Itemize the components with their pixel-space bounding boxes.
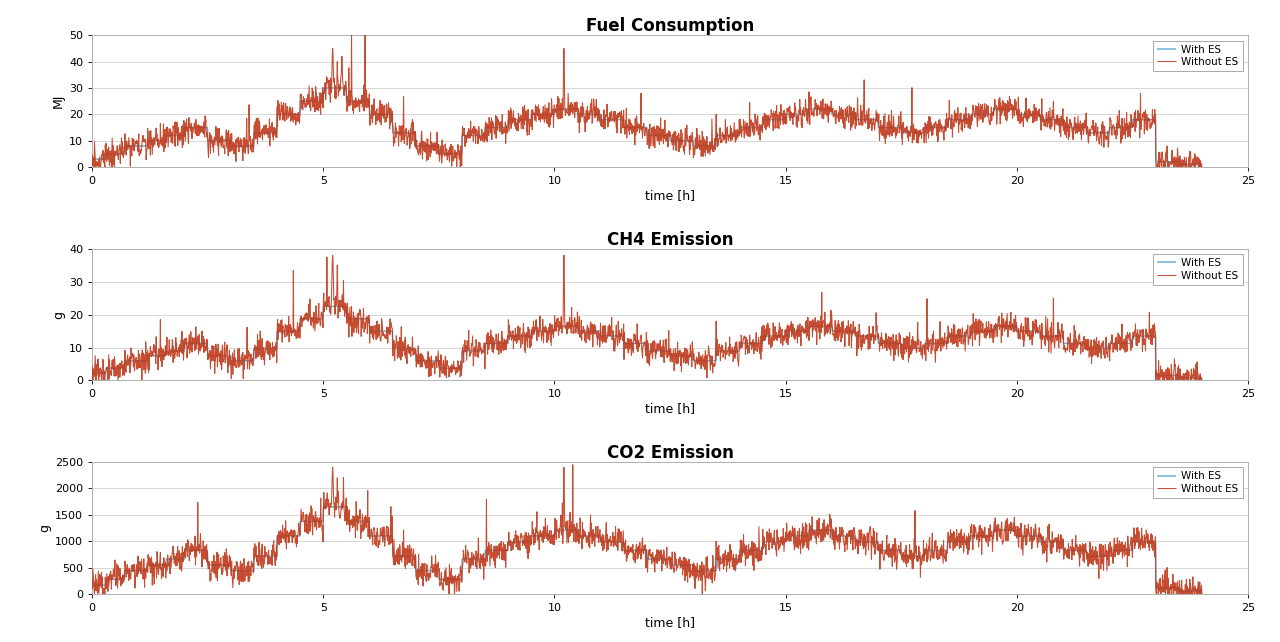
Without ES (860, 530, 876, 537)
X-axis label: time [h]: time [h] (645, 403, 695, 415)
With ES (316, 302, 332, 310)
Without ES (84, 577, 100, 585)
With ES (859, 116, 874, 123)
Without ES (84, 151, 100, 159)
With ES (1194, 163, 1210, 171)
With ES (859, 332, 874, 340)
Without ES (859, 107, 874, 114)
Without ES (87, 590, 102, 598)
With ES (918, 124, 933, 132)
With ES (1194, 377, 1210, 385)
With ES (84, 369, 100, 377)
With ES (918, 340, 933, 347)
With ES (316, 503, 332, 511)
Without ES (1194, 590, 1210, 598)
X-axis label: time [h]: time [h] (645, 616, 695, 629)
Without ES (1194, 160, 1210, 168)
Y-axis label: g: g (38, 524, 51, 532)
Y-axis label: g: g (52, 311, 65, 318)
Without ES (438, 371, 453, 379)
With ES (788, 327, 804, 335)
Without ES (1194, 377, 1210, 385)
Without ES (86, 377, 101, 385)
Title: Fuel Consumption: Fuel Consumption (586, 17, 754, 35)
Without ES (344, 31, 360, 39)
Without ES (325, 252, 340, 259)
With ES (859, 116, 874, 123)
Without ES (564, 461, 580, 469)
With ES (436, 575, 452, 583)
Title: CO2 Emission: CO2 Emission (607, 444, 733, 462)
Without ES (919, 551, 934, 559)
Without ES (88, 163, 104, 171)
Without ES (1001, 103, 1016, 110)
With ES (859, 538, 874, 546)
With ES (436, 150, 452, 158)
Without ES (859, 537, 874, 545)
Line: With ES: With ES (92, 507, 1202, 594)
Without ES (859, 331, 874, 339)
With ES (1000, 105, 1015, 113)
With ES (436, 364, 452, 372)
Line: Without ES: Without ES (92, 35, 1202, 167)
Without ES (860, 335, 876, 343)
Title: CH4 Emission: CH4 Emission (607, 230, 733, 248)
With ES (316, 84, 332, 92)
Without ES (1001, 530, 1016, 538)
Without ES (438, 152, 453, 160)
Legend: With ES, Without ES: With ES, Without ES (1153, 40, 1243, 71)
Without ES (84, 361, 100, 369)
Without ES (860, 112, 876, 119)
Without ES (788, 328, 804, 336)
Y-axis label: MJ: MJ (52, 94, 65, 108)
With ES (788, 532, 804, 540)
With ES (1000, 526, 1015, 534)
With ES (1194, 590, 1210, 598)
Without ES (1001, 325, 1016, 333)
Without ES (436, 571, 452, 579)
Without ES (919, 139, 934, 146)
Legend: With ES, Without ES: With ES, Without ES (1153, 467, 1243, 498)
With ES (859, 332, 874, 340)
With ES (84, 155, 100, 163)
With ES (84, 581, 100, 589)
Line: With ES: With ES (92, 88, 1202, 167)
X-axis label: time [h]: time [h] (645, 189, 695, 202)
Line: Without ES: Without ES (92, 465, 1202, 594)
Line: Without ES: Without ES (92, 256, 1202, 381)
With ES (788, 110, 804, 118)
With ES (918, 546, 933, 554)
Without ES (788, 110, 804, 117)
With ES (1000, 322, 1015, 330)
With ES (859, 538, 874, 546)
Without ES (788, 543, 804, 551)
Line: With ES: With ES (92, 306, 1202, 381)
Without ES (919, 336, 934, 343)
Legend: With ES, Without ES: With ES, Without ES (1153, 254, 1243, 285)
